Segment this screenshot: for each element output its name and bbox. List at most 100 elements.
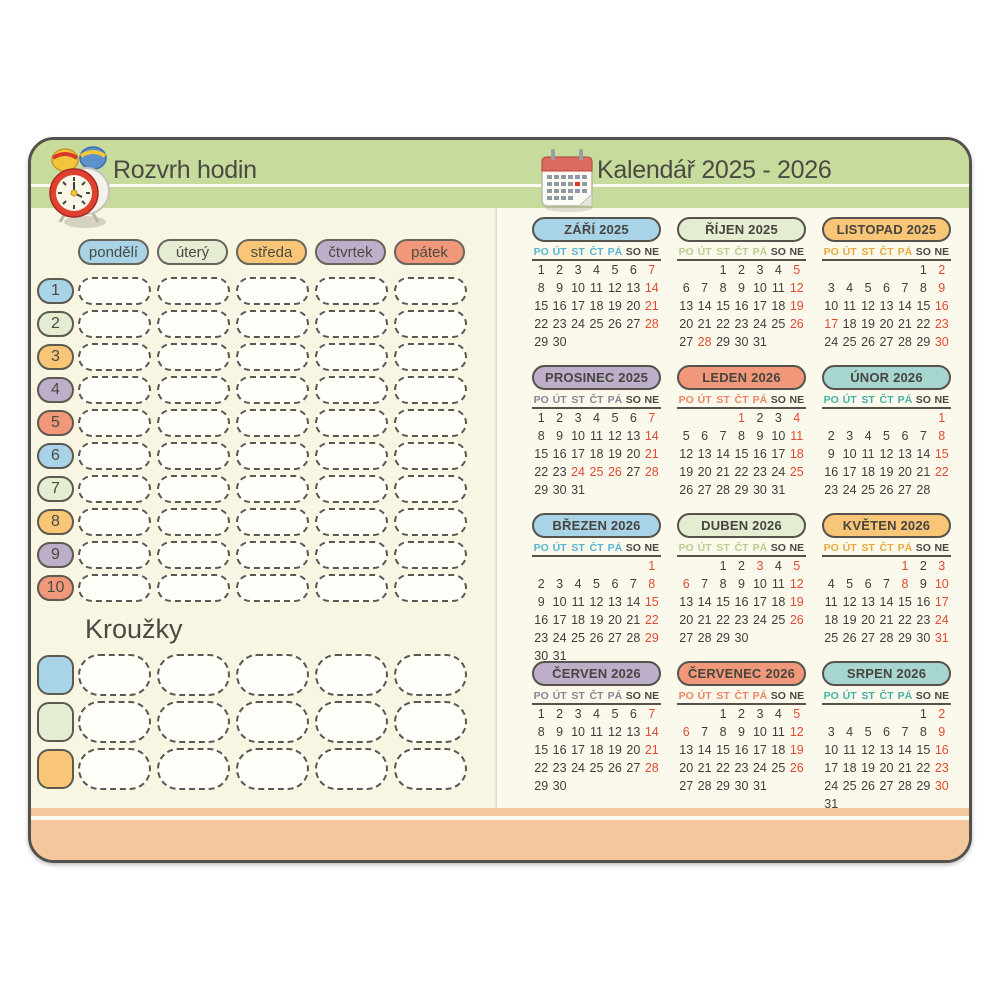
- day-number: 27: [679, 779, 694, 793]
- schedule-cell: [78, 475, 151, 503]
- day-number: 5: [864, 281, 872, 295]
- weekday-header-row: PO ÚT ST ČT PÁ SO NE: [532, 690, 661, 705]
- weekday-label: SO: [625, 246, 641, 258]
- weekday-label: PO: [533, 690, 549, 702]
- day-number: 30: [916, 631, 931, 645]
- day-number: 13: [626, 725, 641, 739]
- schedule-cell: [157, 343, 230, 371]
- weekday-label: PO: [823, 690, 839, 702]
- schedule-cell: [157, 508, 230, 536]
- day-number: 13: [626, 281, 641, 295]
- day-number: 21: [697, 761, 712, 775]
- day-number: 17: [771, 447, 786, 461]
- day-number: 13: [626, 429, 641, 443]
- day-number: 21: [897, 317, 912, 331]
- day-number: 31: [552, 649, 567, 663]
- weekday-header-row: PO ÚT ST ČT PÁ SO NE: [677, 542, 806, 557]
- weekday-label: ČT: [589, 246, 604, 258]
- day-number: 14: [644, 429, 659, 443]
- club-cell: [315, 748, 388, 790]
- weekday-header-row: PO ÚT ST ČT PÁ SO NE: [822, 690, 951, 705]
- day-number: 9: [919, 577, 927, 591]
- schedule-cell: [394, 508, 467, 536]
- empty-day-cell: [714, 409, 732, 427]
- day-number: 30: [552, 335, 567, 349]
- weekday-label: ÚT: [552, 690, 567, 702]
- day-number: 15: [534, 299, 549, 313]
- day-number: 29: [897, 631, 912, 645]
- day-number: 11: [590, 429, 603, 443]
- day-number: 4: [827, 577, 835, 591]
- weekday-label: ST: [716, 394, 730, 406]
- day-number: 27: [679, 631, 694, 645]
- clubs-title: Kroužky: [85, 614, 183, 644]
- day-number: 25: [842, 335, 857, 349]
- day-header-pill: pátek: [394, 239, 465, 265]
- day-number: 28: [916, 483, 931, 497]
- day-number: 3: [756, 707, 764, 721]
- schedule-cell: [236, 376, 309, 404]
- day-number: 30: [552, 779, 567, 793]
- day-number: 20: [607, 613, 622, 627]
- day-number: 8: [901, 577, 909, 591]
- day-number: 7: [701, 725, 709, 739]
- day-number: 8: [537, 281, 545, 295]
- empty-day-cell: [859, 409, 877, 427]
- schedule-row: 1: [37, 277, 473, 305]
- day-number: 1: [919, 263, 927, 277]
- day-number: 18: [842, 761, 857, 775]
- schedule-cell: [315, 541, 388, 569]
- day-number: 11: [843, 743, 857, 757]
- weekday-label: ST: [571, 690, 585, 702]
- day-number: 3: [827, 281, 835, 295]
- day-number: 16: [552, 743, 567, 757]
- schedule-row: 8: [37, 508, 473, 536]
- weekday-label: ÚT: [697, 246, 712, 258]
- day-number: 4: [774, 263, 782, 277]
- empty-day-cell: [822, 557, 840, 575]
- day-number: 14: [916, 447, 931, 461]
- weekday-label: ČT: [879, 690, 894, 702]
- schedule-cell: [315, 310, 388, 338]
- day-number: 19: [861, 317, 876, 331]
- day-number: 11: [843, 299, 857, 313]
- day-number: 24: [752, 761, 767, 775]
- day-number: 10: [824, 299, 839, 313]
- day-number: 11: [790, 429, 804, 443]
- right-page-title: Kalendář 2025 - 2026: [597, 156, 832, 184]
- month-name-pill: PROSINEC 2025: [532, 365, 661, 390]
- day-number: 26: [842, 631, 857, 645]
- period-number-pill: 10: [37, 575, 74, 601]
- club-cell: [315, 654, 388, 696]
- day-number: 26: [789, 761, 804, 775]
- weekday-label: PO: [533, 246, 549, 258]
- day-number: 24: [571, 317, 586, 331]
- day-number: 1: [719, 707, 727, 721]
- schedule-cell: [236, 508, 309, 536]
- day-header-pill: úterý: [157, 239, 228, 265]
- day-number: 10: [752, 577, 767, 591]
- schedule-cell: [236, 343, 309, 371]
- weekday-label: NE: [934, 394, 950, 406]
- day-number: 9: [556, 281, 564, 295]
- weekday-label: PÁ: [752, 690, 768, 702]
- weekday-label: ÚT: [697, 690, 712, 702]
- day-number: 3: [574, 707, 582, 721]
- schedule-cell: [315, 409, 388, 437]
- day-number: 12: [842, 595, 857, 609]
- day-number: 18: [861, 465, 876, 479]
- schedule-cell: [157, 409, 230, 437]
- club-cell: [236, 701, 309, 743]
- day-number: 3: [574, 263, 582, 277]
- day-number: 14: [697, 595, 712, 609]
- empty-day-cell: [877, 557, 895, 575]
- day-number: 17: [824, 317, 839, 331]
- day-number: 12: [861, 299, 876, 313]
- schedule-cell: [157, 442, 230, 470]
- month-calendar: DUBEN 2026 PO ÚT ST ČT PÁ SO NE 1 2 3 4 5 6 7 8 9 10 11 12 1…: [677, 513, 806, 661]
- empty-day-cell: [822, 705, 840, 723]
- day-header-row: pondělí úterý středa čtvrtek pátek: [78, 239, 465, 265]
- empty-day-cell: [896, 705, 914, 723]
- day-number: 18: [824, 613, 839, 627]
- day-number: 12: [789, 281, 804, 295]
